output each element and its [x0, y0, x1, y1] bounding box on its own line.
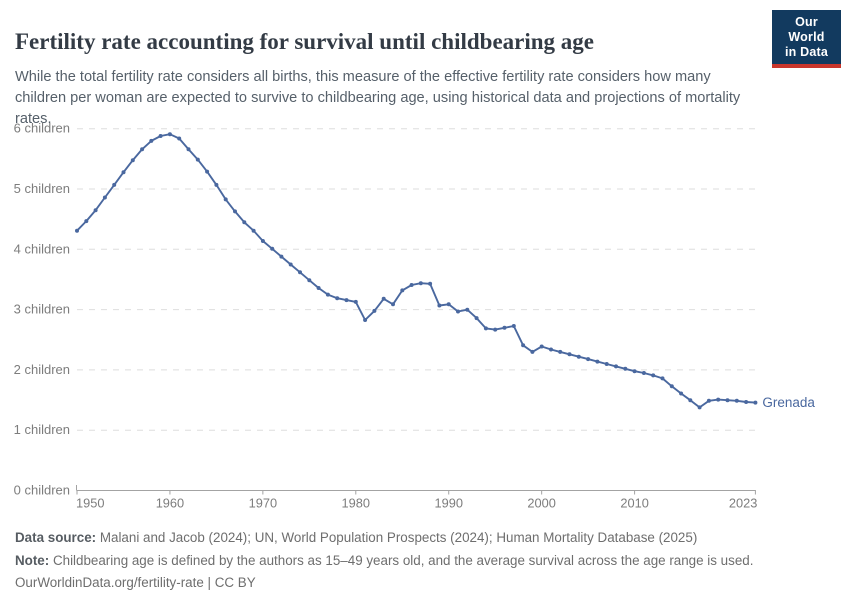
chart-area[interactable]: 0 children 1 children 2 children 3 children… — [0, 108, 850, 524]
chart-footer: Data source: Malani and Jacob (2024); UN… — [15, 527, 835, 595]
fertility-line-chart[interactable]: 0 children 1 children 2 children 3 children… — [0, 108, 850, 524]
svg-text:4 children: 4 children — [14, 241, 70, 256]
owid-logo-line1: Our World — [788, 15, 825, 44]
svg-text:2 children: 2 children — [14, 362, 70, 377]
owid-url-link[interactable]: OurWorldinData.org/fertility-rate — [15, 575, 204, 590]
owid-logo[interactable]: Our World in Data — [772, 10, 841, 68]
page-title: Fertility rate accounting for survival u… — [15, 29, 594, 55]
svg-text:1960: 1960 — [156, 496, 184, 511]
svg-text:6 children: 6 children — [14, 121, 70, 136]
owid-logo-line2: in Data — [784, 45, 829, 59]
svg-text:1970: 1970 — [249, 496, 277, 511]
note-label: Note: — [15, 552, 50, 568]
license-text: | CC BY — [207, 575, 256, 590]
svg-text:5 children: 5 children — [14, 181, 70, 196]
data-source-text: Malani and Jacob (2024); UN, World Popul… — [99, 530, 698, 545]
note-line: Note: Childbearing age is defined by the… — [15, 550, 835, 573]
svg-text:1980: 1980 — [342, 496, 370, 511]
svg-text:3 children: 3 children — [14, 302, 70, 317]
chart-subtitle: While the total fertility rate considers… — [15, 68, 741, 127]
data-source-line: Data source: Malani and Jacob (2024); UN… — [15, 527, 835, 550]
svg-text:0 children: 0 children — [14, 483, 70, 498]
svg-text:1 children: 1 children — [14, 422, 70, 437]
svg-text:1950: 1950 — [76, 496, 104, 511]
data-source-label: Data source: — [15, 530, 97, 545]
svg-text:2010: 2010 — [620, 496, 648, 511]
svg-text:1990: 1990 — [434, 496, 462, 511]
svg-text:Grenada: Grenada — [762, 395, 815, 410]
note-text: Childbearing age is defined by the autho… — [52, 552, 754, 568]
svg-text:2023: 2023 — [729, 496, 757, 511]
svg-text:2000: 2000 — [527, 496, 555, 511]
license-line: OurWorldinData.org/fertility-rate | CC B… — [15, 572, 835, 595]
